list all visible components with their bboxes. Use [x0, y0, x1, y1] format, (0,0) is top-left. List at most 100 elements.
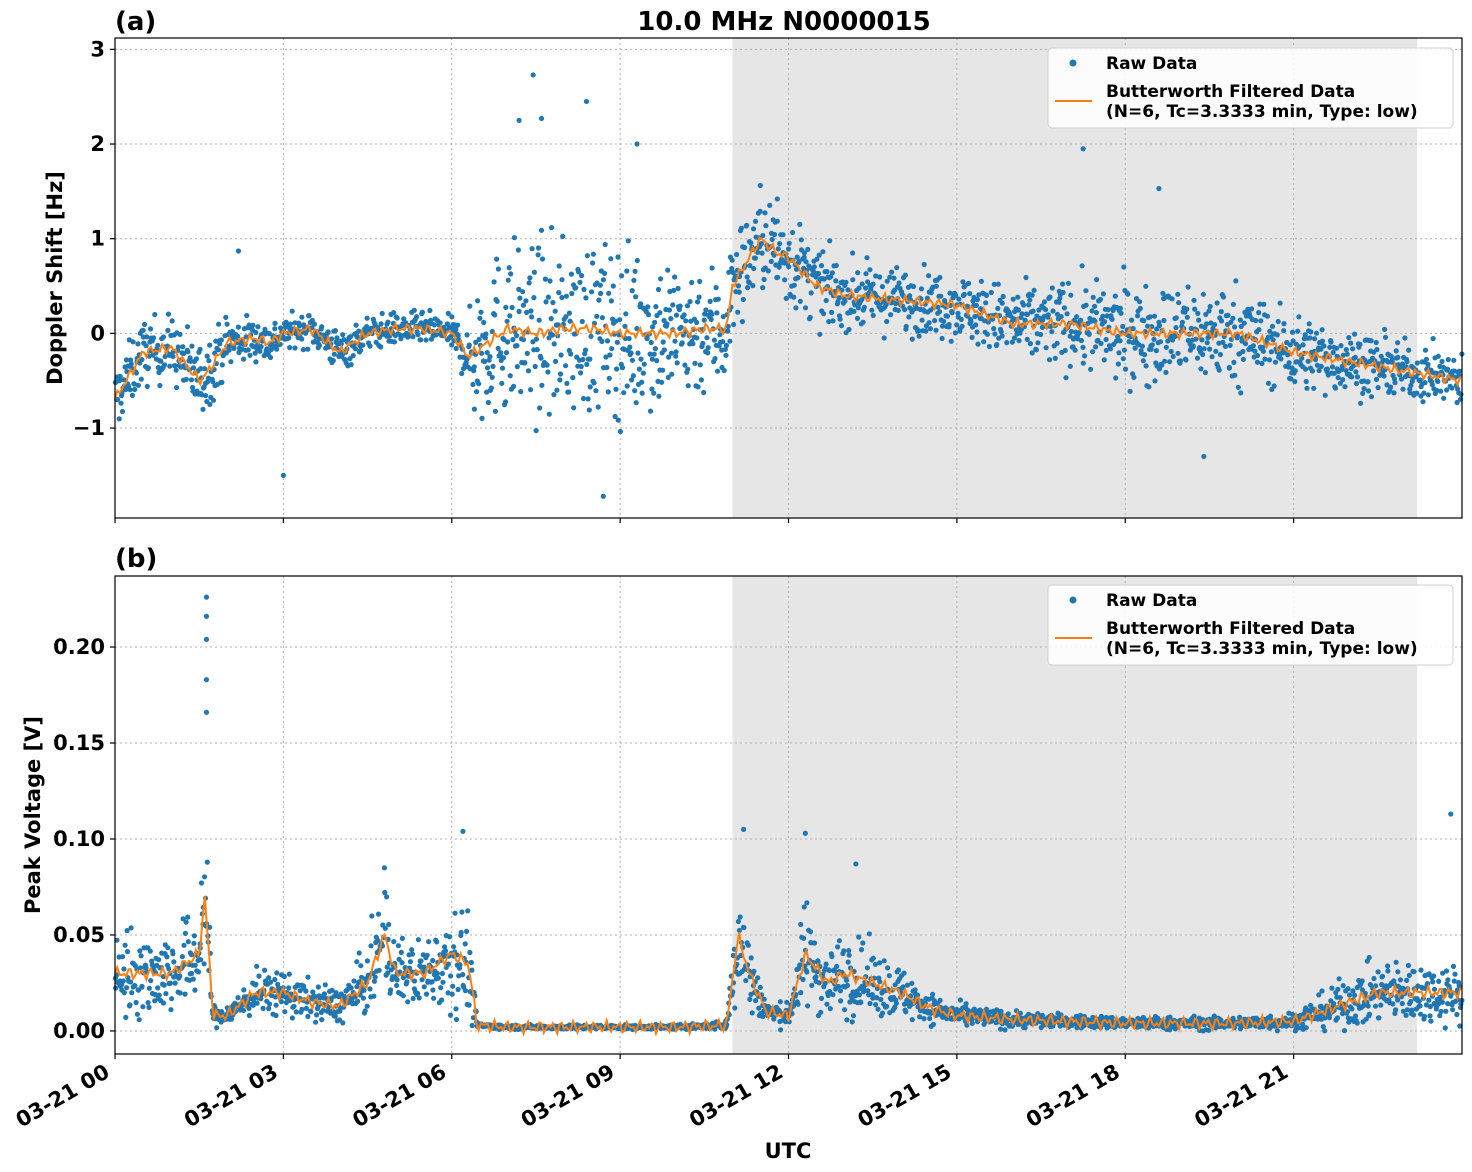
raw-data-point [1327, 344, 1333, 350]
raw-data-point [891, 275, 897, 281]
raw-data-point [124, 985, 130, 991]
raw-data-point [360, 342, 366, 348]
raw-data-point [445, 961, 452, 967]
raw-data-point [534, 347, 540, 353]
raw-data-point [644, 335, 650, 342]
raw-data-point [1080, 360, 1086, 366]
raw-data-point [723, 342, 730, 349]
raw-data-point [1217, 351, 1223, 358]
raw-data-point [430, 957, 436, 964]
raw-data-point [845, 287, 851, 293]
raw-data-point [757, 984, 763, 991]
raw-data-point [837, 316, 843, 322]
raw-data-point [1426, 971, 1432, 977]
raw-data-point [850, 277, 856, 283]
raw-data-point [1437, 1013, 1443, 1019]
raw-data-point [169, 318, 175, 324]
raw-data-point [161, 362, 168, 368]
raw-data-point [1161, 317, 1167, 324]
raw-data-point [397, 969, 403, 975]
raw-data-point [273, 1002, 279, 1008]
raw-data-point [1281, 321, 1287, 327]
raw-data-point [464, 357, 470, 363]
raw-data-point [873, 273, 879, 279]
raw-data-point [727, 338, 733, 344]
raw-data-point [1308, 329, 1314, 335]
raw-data-point [338, 341, 344, 347]
raw-data-point [121, 377, 127, 383]
raw-data-point [695, 299, 701, 305]
raw-data-point [858, 999, 864, 1006]
raw-data-point [255, 324, 261, 330]
raw-data-point [1400, 1008, 1406, 1014]
raw-data-point [508, 271, 514, 277]
raw-data-point [361, 987, 367, 993]
raw-data-point [874, 995, 880, 1001]
raw-data-point [1117, 338, 1123, 344]
raw-data-point [189, 970, 195, 977]
raw-data-point [917, 1014, 923, 1020]
raw-data-point [815, 271, 822, 277]
legend-filtered-params-b: (N=6, Tc=3.3333 min, Type: low) [1106, 639, 1418, 659]
raw-data-point [1340, 377, 1346, 383]
raw-data-point [1121, 264, 1127, 270]
raw-data-point [204, 353, 210, 359]
raw-data-point [829, 270, 836, 276]
raw-data-point [585, 396, 591, 402]
raw-data-point [1162, 358, 1168, 364]
raw-data-point [884, 318, 890, 325]
raw-data-point [1435, 353, 1441, 359]
raw-data-point [639, 390, 645, 396]
raw-data-point [660, 339, 666, 345]
raw-data-point [180, 344, 186, 350]
raw-data-point [1316, 992, 1322, 998]
raw-data-point [995, 305, 1001, 311]
raw-data-point [1309, 368, 1315, 374]
raw-data-point [1275, 318, 1281, 325]
raw-data-point [134, 1011, 140, 1017]
raw-data-point [355, 998, 361, 1004]
raw-data-point [449, 314, 455, 320]
raw-data-outlier [1448, 811, 1454, 817]
raw-data-point [797, 221, 803, 227]
raw-data-point [312, 994, 318, 1000]
legend-raw-marker-b [1069, 596, 1077, 604]
raw-data-point [952, 330, 959, 336]
raw-data-point [859, 297, 865, 303]
raw-data-point [364, 1003, 370, 1009]
raw-data-point [140, 1004, 146, 1010]
raw-data-point [471, 406, 477, 412]
raw-data-point [1458, 391, 1464, 397]
filtered-series-b [114, 896, 1463, 1037]
raw-data-point [1337, 995, 1343, 1001]
raw-data-point [750, 283, 756, 289]
raw-data-point [1256, 310, 1262, 316]
raw-data-point [858, 947, 865, 953]
raw-data-point [1431, 986, 1438, 992]
raw-data-point [1179, 319, 1185, 325]
raw-data-point [1312, 336, 1318, 342]
plot-frame-a [114, 37, 1463, 519]
raw-data-point [1385, 968, 1391, 974]
raw-data-point [492, 408, 498, 414]
raw-data-point [873, 1002, 879, 1008]
raw-data-point [983, 300, 989, 306]
raw-data-point [1400, 386, 1406, 392]
raw-data-point [1430, 979, 1436, 985]
raw-data-point [416, 995, 422, 1001]
raw-data-point [941, 318, 947, 324]
raw-data-point [235, 995, 241, 1001]
raw-data-point [1322, 392, 1328, 398]
raw-data-point [1027, 341, 1033, 347]
raw-data-point [671, 287, 677, 293]
raw-data-point [119, 408, 126, 415]
raw-data-point [467, 303, 473, 309]
raw-data-point [1046, 357, 1053, 363]
raw-data-point [1438, 388, 1444, 394]
raw-data-point [850, 1013, 857, 1019]
raw-data-point [1392, 380, 1398, 386]
doppler-shift-panel: (a) Doppler Shift [Hz] −1 0 1 2 3 Raw Data B… [43, 7, 1465, 523]
raw-data-point [206, 358, 212, 364]
raw-data-point [845, 959, 851, 965]
raw-data-point [760, 285, 766, 291]
